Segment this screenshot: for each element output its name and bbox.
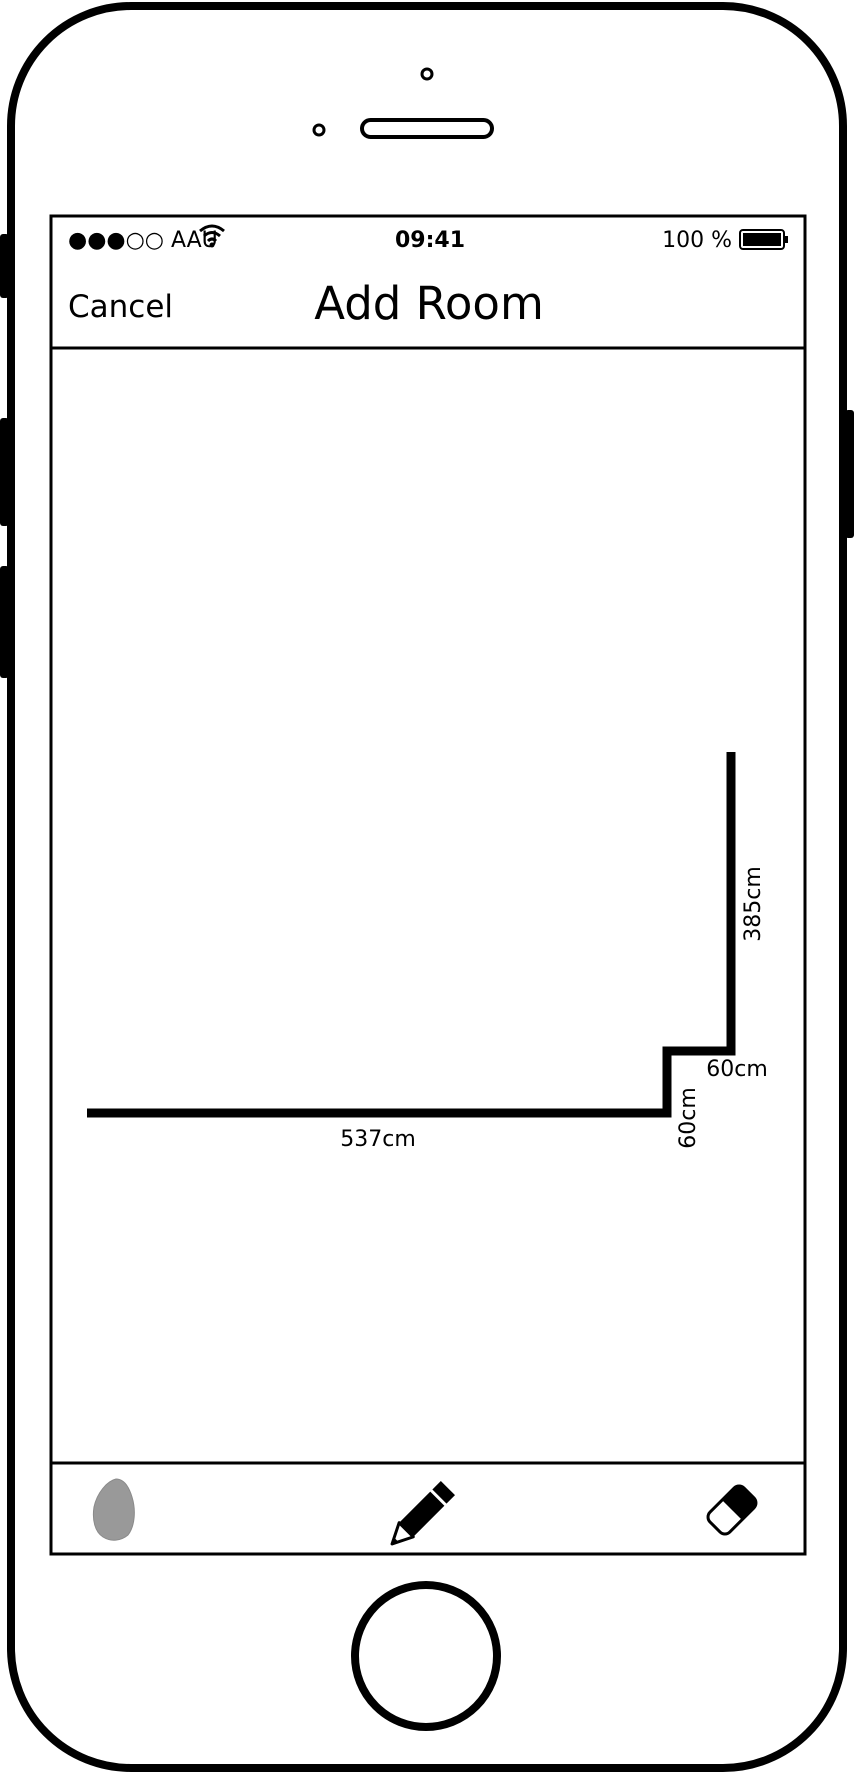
step-horizontal-dimension: 60cm xyxy=(706,1057,768,1082)
status-time: 09:41 xyxy=(395,228,465,253)
battery-percent: 100 % xyxy=(662,228,732,253)
navigation-bar: Cancel Add Room xyxy=(51,277,805,350)
front-camera xyxy=(420,67,434,81)
proximity-sensor xyxy=(312,123,326,137)
right-wall-dimension: 385cm xyxy=(741,866,766,942)
earpiece-speaker xyxy=(360,118,494,139)
power-button xyxy=(845,410,854,538)
status-bar: ●●●○○ AAU 09:41 100 % xyxy=(68,224,788,253)
volume-down-button xyxy=(0,566,9,678)
home-button[interactable] xyxy=(351,1581,501,1731)
floor-plan-canvas[interactable] xyxy=(53,350,803,1461)
carrier-label: ●●●○○ AAU xyxy=(68,228,218,253)
bottom-toolbar xyxy=(51,1461,805,1551)
pencil-icon[interactable] xyxy=(385,1481,455,1551)
wall-outline[interactable] xyxy=(87,752,736,1118)
volume-up-button xyxy=(0,418,9,526)
mute-switch xyxy=(0,234,9,298)
wifi-icon xyxy=(199,224,225,248)
step-vertical-dimension: 60cm xyxy=(676,1087,701,1149)
battery-icon xyxy=(739,229,788,250)
page-title: Add Room xyxy=(314,277,544,330)
cancel-button[interactable]: Cancel xyxy=(68,289,173,325)
beacon-icon[interactable] xyxy=(92,1478,135,1541)
eraser-icon[interactable] xyxy=(705,1483,759,1537)
room-walls xyxy=(87,752,736,1118)
bottom-wall-dimension: 537cm xyxy=(340,1127,416,1152)
